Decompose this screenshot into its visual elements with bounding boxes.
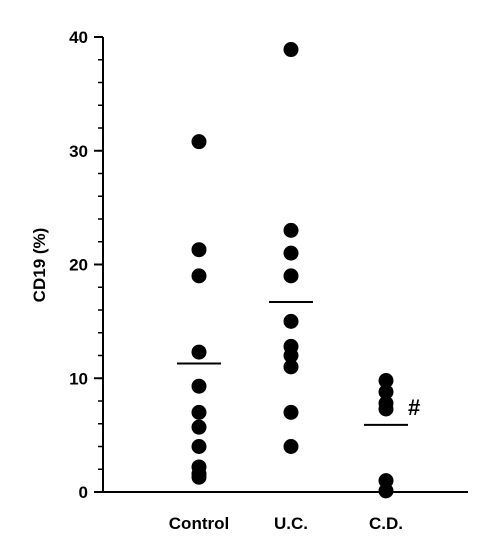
data-points bbox=[191, 42, 394, 499]
data-point bbox=[191, 242, 207, 258]
x-category-label: Control bbox=[169, 514, 229, 533]
data-point bbox=[283, 313, 299, 329]
data-point bbox=[283, 222, 299, 238]
significance-marker: # bbox=[408, 395, 420, 420]
data-point bbox=[191, 419, 207, 435]
y-axis-ticks: 0 10 20 30 40 bbox=[69, 28, 103, 502]
data-point bbox=[191, 134, 207, 150]
data-point bbox=[378, 384, 394, 400]
data-point bbox=[191, 268, 207, 284]
y-tick-label: 10 bbox=[69, 369, 88, 388]
data-point bbox=[283, 245, 299, 261]
y-tick-label: 30 bbox=[69, 142, 88, 161]
data-point bbox=[283, 439, 299, 454]
x-category-label: C.D. bbox=[369, 514, 403, 533]
data-point bbox=[191, 404, 207, 420]
data-point bbox=[191, 344, 207, 360]
y-tick-label: 40 bbox=[69, 28, 88, 47]
x-axis-ticks: Control U.C. C.D. bbox=[169, 514, 403, 533]
x-category-label: U.C. bbox=[274, 514, 308, 533]
axes bbox=[102, 37, 468, 493]
y-tick-label: 0 bbox=[79, 483, 88, 502]
annotations: # bbox=[408, 395, 420, 420]
data-point bbox=[283, 42, 299, 58]
y-tick-label: 20 bbox=[69, 256, 88, 275]
data-point bbox=[378, 373, 394, 389]
y-axis-label: CD19 (%) bbox=[30, 228, 49, 303]
data-point bbox=[283, 348, 299, 363]
data-point bbox=[378, 401, 394, 417]
data-point bbox=[283, 404, 299, 420]
data-point bbox=[191, 378, 207, 394]
mean-lines bbox=[177, 301, 408, 426]
data-point bbox=[283, 359, 299, 375]
data-point bbox=[283, 268, 299, 284]
data-point bbox=[191, 439, 207, 454]
data-point bbox=[191, 469, 207, 485]
data-point bbox=[378, 483, 394, 499]
